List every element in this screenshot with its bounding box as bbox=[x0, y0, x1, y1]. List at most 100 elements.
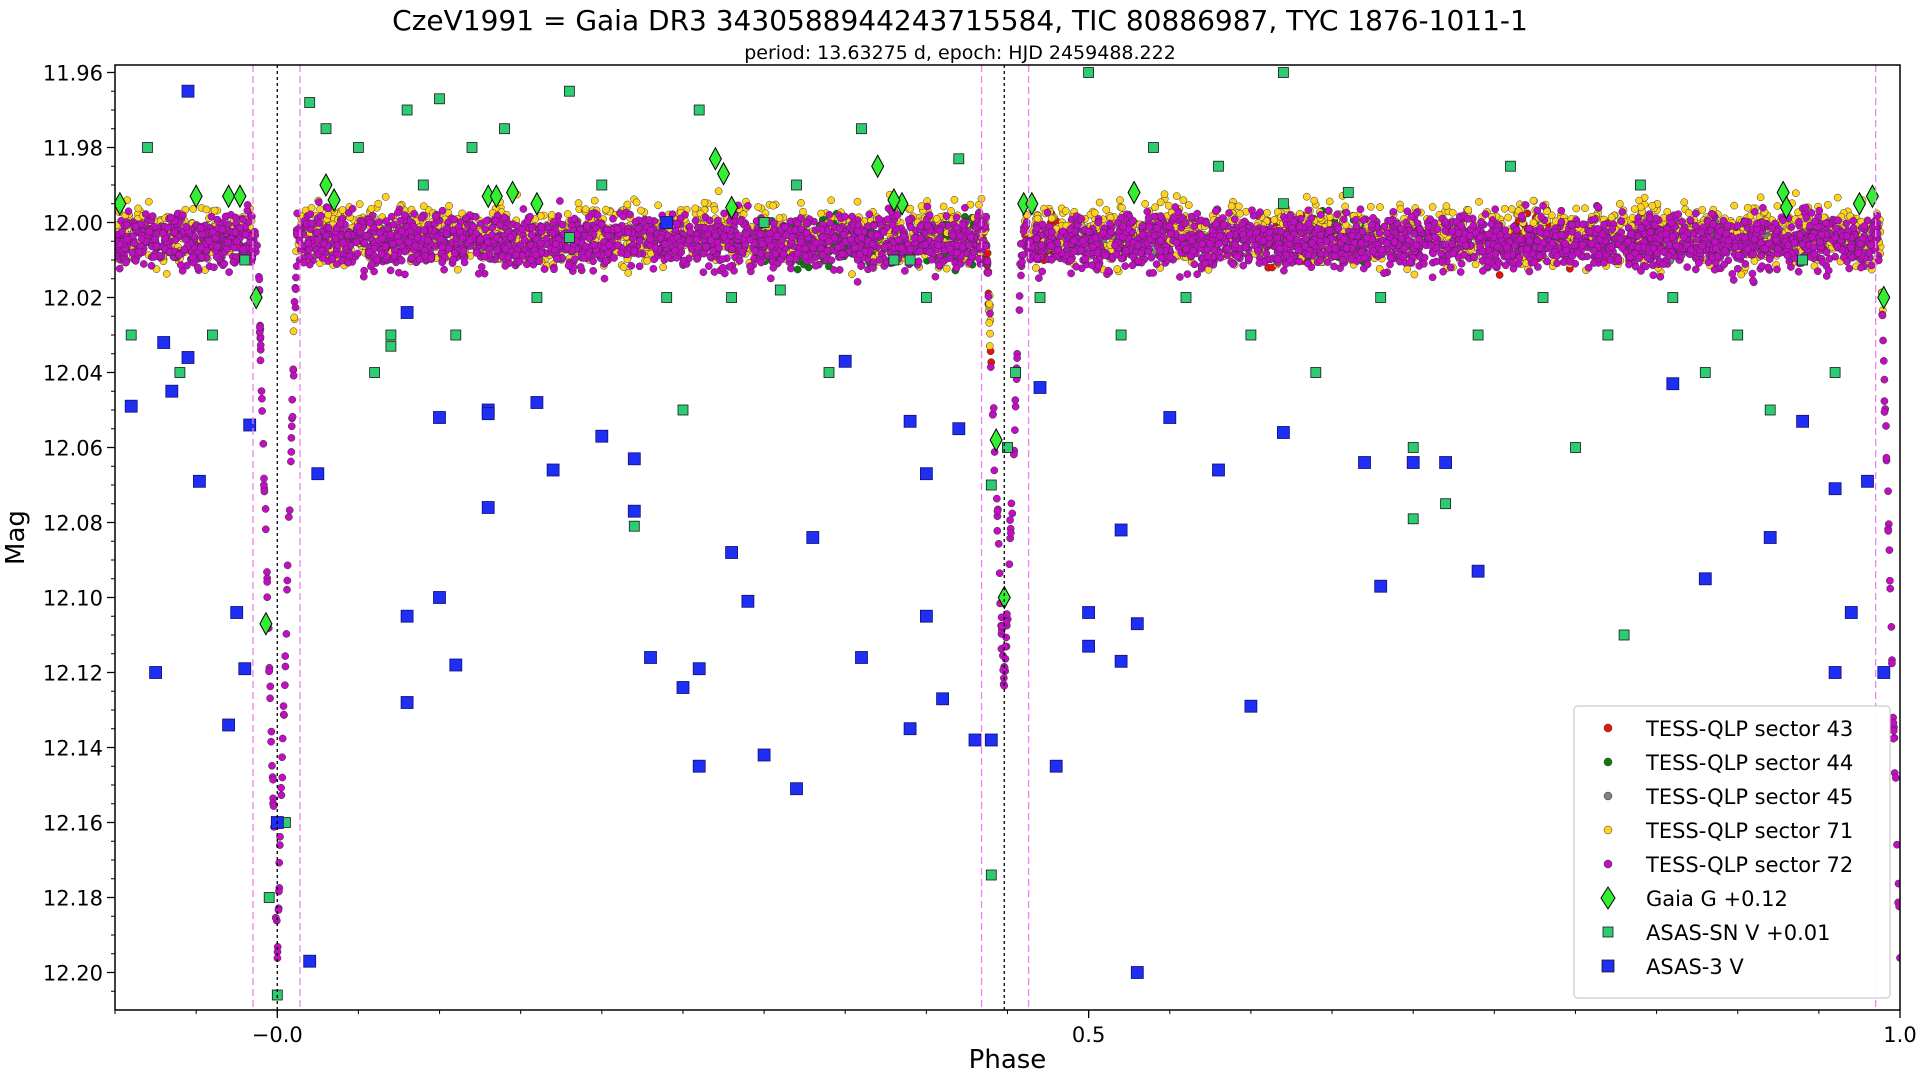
data-point bbox=[1302, 192, 1311, 201]
data-point bbox=[1539, 201, 1547, 210]
data-point bbox=[623, 200, 632, 209]
data-point bbox=[1648, 201, 1657, 210]
data-point bbox=[1227, 202, 1236, 211]
data-point bbox=[1047, 214, 1056, 223]
data-point bbox=[619, 263, 628, 271]
chart-title: CzeV1991 = Gaia DR3 3430588944243715584,… bbox=[392, 4, 1528, 37]
data-point bbox=[266, 682, 275, 691]
data-point bbox=[986, 329, 994, 338]
data-point bbox=[714, 187, 723, 196]
data-point bbox=[602, 205, 610, 214]
data-point bbox=[445, 201, 453, 210]
data-point bbox=[1748, 269, 1757, 278]
data-point bbox=[1410, 270, 1419, 279]
data-point bbox=[932, 215, 941, 223]
data-point bbox=[1380, 269, 1388, 278]
data-point bbox=[754, 203, 763, 211]
data-point bbox=[1867, 261, 1876, 270]
data-point bbox=[1849, 216, 1858, 225]
data-point bbox=[1270, 216, 1279, 224]
data-point bbox=[1017, 271, 1025, 280]
data-point bbox=[1032, 264, 1040, 272]
data-point bbox=[307, 203, 316, 212]
data-point bbox=[210, 263, 218, 272]
data-point bbox=[1090, 208, 1099, 217]
data-point bbox=[189, 205, 198, 213]
data-point bbox=[1471, 260, 1480, 269]
data-point bbox=[1366, 202, 1375, 211]
data-point bbox=[563, 210, 572, 218]
data-point bbox=[1475, 197, 1483, 206]
data-point bbox=[419, 202, 428, 211]
data-point bbox=[1491, 205, 1500, 214]
data-point bbox=[1512, 225, 1521, 234]
data-point bbox=[985, 342, 994, 350]
data-point bbox=[1581, 204, 1589, 213]
data-point bbox=[581, 205, 590, 214]
data-point bbox=[1886, 576, 1894, 585]
data-point bbox=[1160, 190, 1169, 199]
data-point bbox=[1441, 227, 1450, 235]
data-point bbox=[277, 791, 286, 800]
data-point bbox=[1176, 273, 1184, 281]
data-point bbox=[797, 199, 805, 207]
data-point bbox=[134, 204, 143, 213]
data-point bbox=[1442, 202, 1451, 210]
data-point bbox=[1389, 208, 1398, 216]
data-point bbox=[985, 319, 994, 327]
data-point bbox=[278, 734, 287, 743]
data-point bbox=[348, 204, 357, 213]
data-point bbox=[338, 206, 347, 214]
data-point bbox=[1280, 266, 1288, 275]
data-point bbox=[632, 198, 641, 207]
data-point bbox=[590, 196, 599, 205]
data-point bbox=[290, 313, 299, 322]
data-point bbox=[942, 264, 951, 273]
data-point bbox=[1179, 196, 1188, 205]
data-point bbox=[643, 256, 652, 265]
data-point bbox=[355, 200, 364, 208]
data-point bbox=[284, 513, 293, 521]
data-point bbox=[865, 210, 874, 219]
data-point bbox=[1680, 198, 1689, 207]
data-point bbox=[1504, 213, 1512, 222]
data-point bbox=[202, 205, 211, 214]
data-point bbox=[635, 262, 644, 271]
data-point bbox=[210, 206, 219, 215]
data-point bbox=[1236, 209, 1244, 218]
data-point bbox=[637, 206, 645, 215]
data-point bbox=[1339, 215, 1348, 224]
data-point bbox=[906, 204, 915, 213]
data-point bbox=[1741, 260, 1750, 268]
data-point bbox=[289, 327, 298, 336]
data-point bbox=[281, 662, 290, 671]
data-point bbox=[1543, 257, 1551, 266]
data-point bbox=[1630, 205, 1639, 213]
data-point bbox=[1737, 270, 1746, 279]
data-point bbox=[1448, 208, 1457, 217]
data-point bbox=[1325, 197, 1334, 206]
data-point bbox=[1649, 271, 1658, 280]
data-point bbox=[1730, 201, 1739, 210]
data-point bbox=[931, 272, 940, 281]
data-point bbox=[825, 210, 834, 219]
data-point bbox=[258, 407, 266, 415]
data-point bbox=[547, 211, 556, 219]
data-point bbox=[261, 525, 270, 534]
data-point bbox=[1885, 546, 1894, 554]
data-point bbox=[367, 204, 376, 213]
data-point bbox=[1756, 193, 1765, 202]
data-point bbox=[952, 213, 961, 222]
data-point bbox=[942, 212, 951, 220]
data-point bbox=[263, 593, 272, 602]
data-point bbox=[691, 204, 700, 213]
data-point bbox=[939, 202, 948, 211]
data-point bbox=[1006, 516, 1014, 524]
data-point bbox=[1733, 264, 1742, 273]
data-point bbox=[1170, 213, 1178, 221]
data-point bbox=[256, 356, 265, 365]
data-point bbox=[1141, 200, 1150, 208]
data-point bbox=[1190, 260, 1199, 269]
data-point bbox=[1759, 203, 1767, 212]
data-point bbox=[1013, 354, 1021, 362]
